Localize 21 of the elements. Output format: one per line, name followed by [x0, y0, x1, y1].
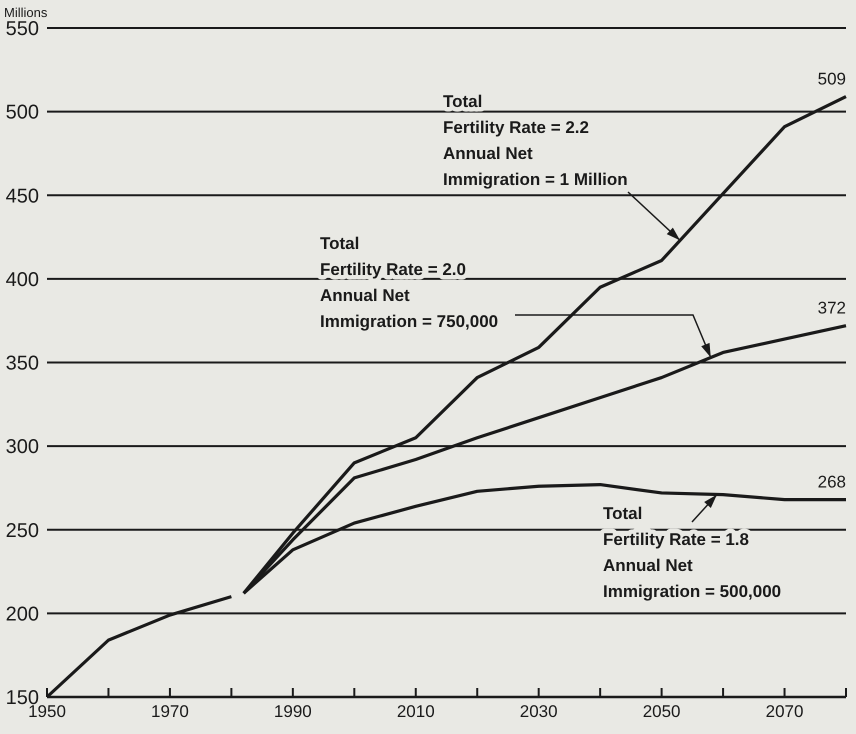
y-tick-label: 450	[6, 185, 39, 208]
y-tick-label: 400	[6, 268, 39, 291]
data-label: 509	[818, 70, 846, 89]
y-tick-label: 350	[6, 352, 39, 374]
y-axis-title: Millions	[4, 5, 48, 20]
x-tick-label: 1990	[274, 702, 312, 721]
annotation: Total Fertility Rate = 1.8 Annual Net Immigration = 500,000	[603, 504, 782, 601]
data-label: 268	[818, 472, 846, 492]
annotation: Total Fertility Rate = 2.2 Annual Net Immigration = 1 Million	[443, 92, 628, 189]
x-tick-label: 2030	[520, 702, 558, 721]
x-tick-label: 1970	[151, 702, 189, 721]
x-tick-label: 2070	[766, 702, 804, 721]
annotation: Total Fertility Rate = 2.0 Annual Net Immigration = 750,000	[320, 234, 498, 331]
y-tick-label: 200	[6, 603, 39, 626]
y-tick-label: 300	[6, 436, 39, 458]
y-tick-label: 250	[6, 520, 39, 542]
y-tick-label: 550	[6, 18, 39, 40]
x-tick-label: 2050	[642, 702, 681, 721]
data-label: 372	[818, 298, 846, 318]
y-tick-label: 500	[6, 102, 39, 124]
x-tick-label: 2010	[396, 702, 435, 721]
